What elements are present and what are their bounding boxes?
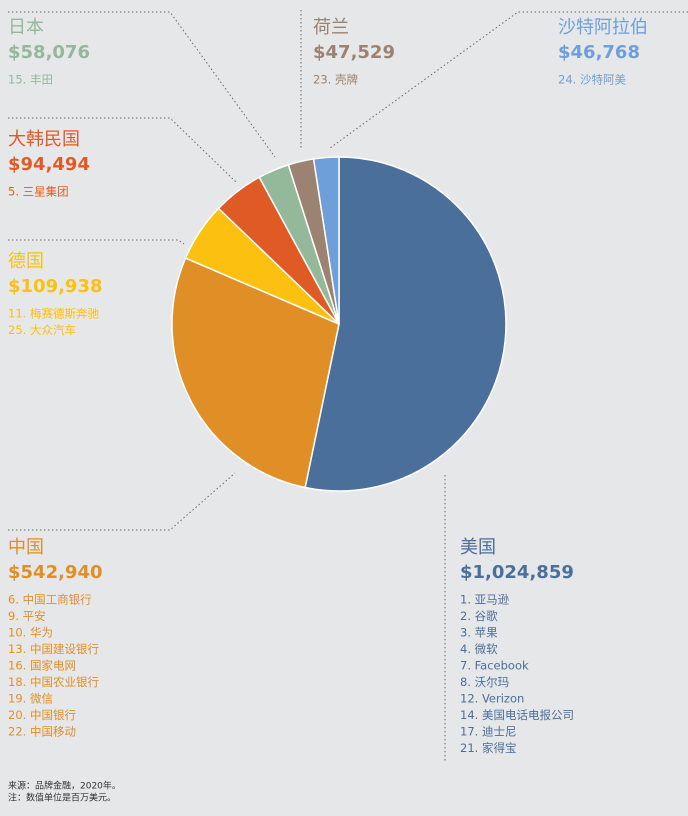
brand-item: 19. 微信 [8,692,53,706]
value-label: $109,938 [8,276,103,297]
brand-item: 8. 沃尔玛 [460,675,509,689]
brand-item: 7. Facebook [460,659,529,673]
brand-item: 1. 亚马逊 [460,593,510,607]
brand-item: 15. 丰田 [8,73,53,87]
brand-item: 11. 梅赛德斯奔驰 [8,307,99,321]
pie-slice [312,156,340,325]
brand-item: 13. 中国建设银行 [8,642,99,656]
brand-item: 21. 家得宝 [460,741,516,755]
pie-slice [304,156,507,492]
brand-item: 6. 中国工商银行 [8,593,92,607]
legend-label: 中国 [8,537,44,558]
leader-line [8,472,236,531]
leader-line [8,11,276,158]
brand-item: 10. 华为 [8,626,53,640]
leader-line [8,117,238,184]
brand-item: 24. 沙特阿美 [558,73,626,87]
value-label: $1,024,859 [460,562,574,583]
legend-label: 美国 [460,537,496,558]
brand-item: 9. 平安 [8,609,46,623]
brand-item: 25. 大众汽车 [8,323,76,337]
pie-slice [171,257,340,489]
legend-label: 日本 [8,17,44,38]
legend-label: 沙特阿拉伯 [558,17,648,38]
brand-item: 2. 谷歌 [460,609,498,623]
legend-label: 德国 [8,251,44,272]
brand-item: 14. 美国电话电报公司 [460,708,574,722]
source: 来源：品牌金融，2020年。 [8,780,121,792]
leader-line [329,11,688,149]
value-label: $542,940 [8,562,103,583]
brand-item: 20. 中国银行 [8,708,76,722]
value-label: $94,494 [8,154,90,175]
brand-item: 22. 中国移动 [8,725,76,739]
brand-item: 12. Verizon [460,692,524,706]
leader-line [8,239,185,245]
value-label: $47,529 [313,42,395,63]
brand-item: 5. 三星集团 [8,185,69,199]
legend-label: 大韩民国 [8,129,80,150]
brand-item: 3. 苹果 [460,626,498,640]
brand-item: 18. 中国农业银行 [8,675,99,689]
brand-item: 16. 国家电网 [8,659,76,673]
leader-lines [8,10,688,762]
legend-label: 荷兰 [313,17,349,38]
value-label: $46,768 [558,42,640,63]
brand-item: 4. 微软 [460,642,498,656]
brand-item: 23. 壳牌 [313,73,358,87]
value-label: $58,076 [8,42,90,63]
note: 注：数值单位是百万美元。 [8,792,116,804]
brand-item: 17. 迪士尼 [460,725,516,739]
